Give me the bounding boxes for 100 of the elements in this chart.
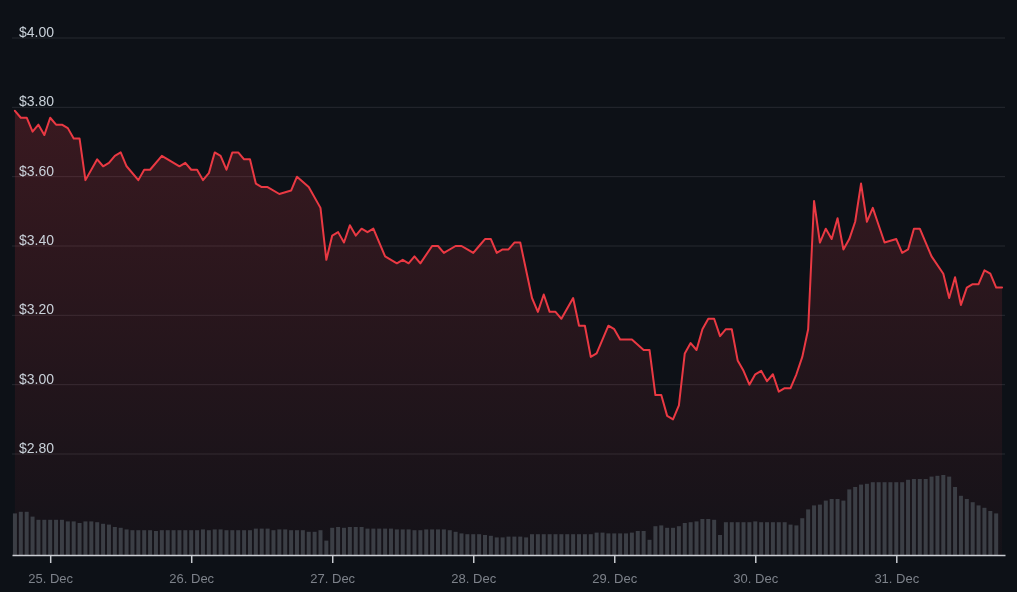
bar xyxy=(624,533,629,555)
bar xyxy=(242,530,247,555)
bar xyxy=(183,530,188,555)
bar xyxy=(418,530,423,555)
bar xyxy=(71,521,76,555)
bar xyxy=(900,482,905,555)
bar xyxy=(618,533,623,555)
bar xyxy=(765,522,770,555)
bar xyxy=(565,534,570,555)
bar xyxy=(289,530,294,555)
bar xyxy=(582,534,587,555)
bar xyxy=(712,519,717,555)
bar xyxy=(195,530,200,555)
bar xyxy=(947,476,952,555)
bar xyxy=(500,537,505,555)
x-tick-label: 27. Dec xyxy=(310,570,356,586)
bar xyxy=(371,528,376,555)
bar xyxy=(12,513,17,555)
bar xyxy=(800,518,805,555)
bar xyxy=(823,500,828,555)
bar xyxy=(394,529,399,555)
bar xyxy=(994,513,999,555)
bar xyxy=(435,529,440,555)
bar xyxy=(641,531,646,555)
bar xyxy=(723,522,728,555)
bar xyxy=(142,530,147,555)
bar xyxy=(753,521,758,555)
bar xyxy=(864,483,869,555)
bar xyxy=(471,534,476,555)
bar xyxy=(635,531,640,555)
bar xyxy=(59,519,64,555)
bar xyxy=(665,527,670,555)
x-tick-label: 25. Dec xyxy=(28,570,74,586)
bar xyxy=(300,530,305,555)
bar xyxy=(776,522,781,555)
bar xyxy=(341,527,346,555)
bar xyxy=(970,502,975,555)
x-tick-label: 29. Dec xyxy=(592,570,638,586)
bar xyxy=(894,482,899,555)
bar xyxy=(165,530,170,555)
bar xyxy=(159,530,164,555)
bar xyxy=(671,527,676,555)
bar xyxy=(441,529,446,555)
bar xyxy=(247,530,252,555)
bar xyxy=(42,519,47,555)
bar xyxy=(65,521,70,555)
bar xyxy=(230,530,235,555)
bar xyxy=(524,537,529,555)
bar xyxy=(535,534,540,555)
y-tick-label: $2.80 xyxy=(18,440,55,457)
bar xyxy=(236,530,241,555)
bar xyxy=(911,479,916,555)
bar xyxy=(465,534,470,555)
bar xyxy=(336,527,341,555)
bar xyxy=(112,527,117,555)
y-tick-label: $3.80 xyxy=(18,93,55,110)
bar xyxy=(153,531,158,555)
bar xyxy=(612,533,617,555)
bar xyxy=(89,521,94,555)
bar xyxy=(870,482,875,555)
bar xyxy=(577,534,582,555)
bar xyxy=(54,519,59,555)
bar xyxy=(859,484,864,555)
bar xyxy=(48,519,53,555)
bar xyxy=(283,529,288,555)
bar xyxy=(530,534,534,555)
bar xyxy=(812,505,817,555)
bar xyxy=(18,511,23,555)
bar xyxy=(206,530,211,555)
bar xyxy=(941,475,946,555)
bar xyxy=(494,537,499,555)
bar xyxy=(200,529,205,555)
bar xyxy=(541,534,546,555)
bar xyxy=(817,504,822,555)
bar xyxy=(106,524,111,555)
bar xyxy=(477,534,482,555)
y-tick-label: $3.40 xyxy=(18,232,55,249)
bar xyxy=(400,529,405,555)
bar xyxy=(488,535,493,555)
bar xyxy=(383,528,388,555)
bar xyxy=(917,479,922,555)
bar xyxy=(735,522,740,555)
bar xyxy=(588,534,593,555)
bar xyxy=(388,528,393,555)
bar xyxy=(676,526,681,555)
bar xyxy=(330,527,335,555)
bar xyxy=(688,522,693,555)
bar xyxy=(988,511,993,555)
bar xyxy=(906,479,911,555)
bar xyxy=(483,535,487,555)
bar xyxy=(189,530,194,555)
bar xyxy=(853,487,858,555)
bar xyxy=(594,532,599,555)
bar xyxy=(212,529,217,555)
bar xyxy=(253,528,258,555)
x-tick-label: 28. Dec xyxy=(451,570,497,586)
bar xyxy=(24,511,29,555)
bar xyxy=(706,519,711,555)
bar xyxy=(424,529,429,555)
y-tick-label: $3.20 xyxy=(18,301,55,318)
